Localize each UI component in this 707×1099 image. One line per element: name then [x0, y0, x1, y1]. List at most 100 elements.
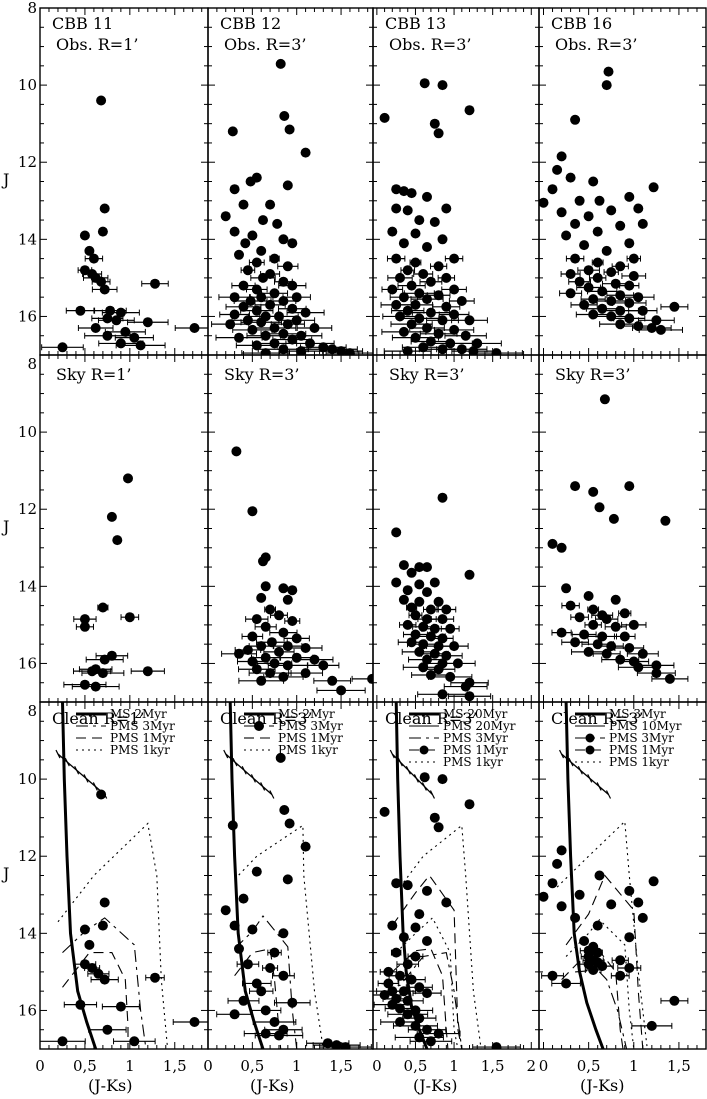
data-point	[565, 172, 576, 183]
data-point	[429, 118, 440, 129]
data-point	[383, 978, 394, 989]
data-point	[418, 639, 429, 650]
reddening-tick	[83, 774, 89, 783]
data-point	[99, 974, 110, 985]
data-point	[247, 924, 258, 935]
isochrone-pms-c	[395, 917, 459, 1049]
data-point	[592, 947, 603, 958]
data-point	[251, 340, 262, 351]
panel-frame	[538, 354, 707, 703]
data-point	[391, 527, 402, 538]
data-point	[422, 294, 432, 305]
panel-2-2: Sky R=3’	[207, 354, 374, 703]
data-point	[570, 218, 581, 229]
data-point	[452, 658, 463, 669]
data-point	[115, 338, 126, 349]
y-tick-label: 10	[18, 76, 37, 94]
data-point	[282, 641, 293, 652]
data-point	[637, 305, 648, 316]
x-tick-label: 1,5	[163, 1057, 187, 1075]
cluster-name: CBB 12	[220, 14, 281, 33]
data-point	[491, 1042, 502, 1049]
data-point	[464, 315, 475, 326]
data-point	[242, 645, 253, 655]
data-point	[142, 317, 153, 328]
data-point	[592, 226, 603, 237]
data-point	[398, 186, 409, 197]
data-point	[664, 673, 675, 684]
data-point	[552, 164, 563, 175]
data-point	[556, 151, 567, 162]
data-point	[594, 195, 605, 206]
isochrone-pms-a	[575, 969, 628, 1049]
data-point	[105, 305, 116, 316]
data-point	[90, 323, 101, 333]
data-point	[601, 80, 612, 91]
data-point	[422, 242, 432, 252]
data-point	[414, 215, 425, 226]
data-point	[422, 988, 432, 999]
isochrone-pms-e	[556, 820, 648, 1049]
data-point	[655, 324, 666, 335]
data-point	[279, 111, 290, 121]
data-point	[422, 587, 432, 598]
data-point	[398, 292, 409, 303]
x-tick-label: 0,5	[404, 1057, 428, 1075]
data-point	[79, 924, 90, 935]
data-point	[256, 292, 267, 303]
data-point	[606, 641, 617, 652]
data-point	[615, 305, 626, 316]
data-point	[646, 323, 657, 333]
data-point	[610, 278, 621, 289]
data-point	[624, 280, 635, 291]
data-point	[123, 473, 133, 484]
data-point	[606, 267, 617, 278]
data-point	[99, 897, 110, 908]
data-point	[115, 1001, 126, 1012]
data-point	[588, 604, 599, 615]
data-point	[610, 594, 621, 605]
legend-entry: MS 3Myr	[609, 707, 666, 721]
data-point	[251, 978, 262, 989]
data-point	[269, 658, 280, 669]
data-point	[588, 965, 599, 975]
data-point	[624, 313, 635, 324]
data-point	[561, 978, 572, 989]
data-point	[79, 614, 90, 625]
legend-entry: PMS 1kyr	[110, 743, 170, 757]
data-point	[234, 332, 244, 343]
data-point	[220, 905, 231, 916]
data-point	[229, 920, 240, 931]
data-point	[291, 633, 302, 644]
data-point	[606, 205, 617, 216]
panel-1-4: CBB 16 Obs. R=3’	[538, 7, 707, 356]
y-tick-label: 10	[18, 423, 37, 441]
data-point	[574, 195, 585, 206]
data-point	[269, 947, 280, 958]
data-point	[570, 637, 581, 648]
data-point	[437, 633, 448, 644]
reddening-tick	[429, 790, 435, 799]
data-point	[90, 681, 101, 692]
sky-label: Sky R=3’	[555, 365, 631, 384]
clean-label: Clean R=3’	[551, 709, 643, 728]
data-point	[96, 95, 107, 106]
data-point	[648, 182, 659, 193]
data-point	[242, 959, 253, 970]
data-point	[556, 207, 567, 218]
isochrone-pms-b	[391, 874, 463, 1049]
x-tick-label: 1	[292, 1057, 302, 1075]
data-point	[336, 685, 347, 696]
x-tick-label: 2	[527, 1057, 537, 1075]
data-point	[601, 614, 612, 625]
plot-area	[547, 394, 689, 684]
y-tick-label: 8	[27, 702, 37, 720]
data-point	[606, 296, 617, 306]
data-point	[433, 664, 444, 675]
data-point	[594, 870, 605, 881]
data-point	[414, 579, 425, 590]
data-point	[425, 631, 436, 642]
data-point	[539, 197, 549, 208]
reddening-tick	[577, 765, 583, 775]
